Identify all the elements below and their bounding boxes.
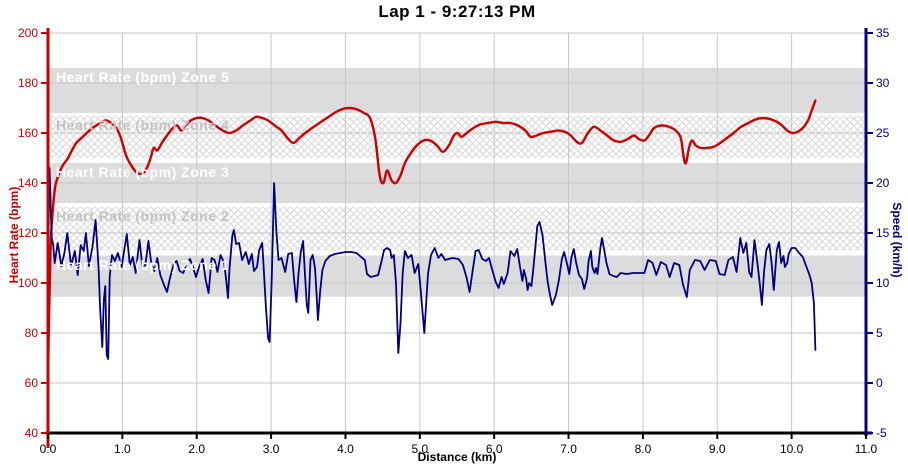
speed-tick-label: 20	[876, 176, 890, 190]
hr-tick-label: 140	[18, 176, 38, 190]
hr-zone-band-5	[48, 68, 866, 113]
speed-tick-label: 25	[876, 126, 890, 140]
speed-tick-label: 10	[876, 276, 890, 290]
hr-tick-label: 100	[18, 276, 38, 290]
speed-line	[47, 167, 817, 360]
distance-tick-label: 5.0	[411, 442, 428, 456]
hr-tick-label: 200	[18, 26, 38, 40]
speed-tick-label: 15	[876, 226, 890, 240]
speed-tick-label: -5	[876, 426, 887, 440]
distance-tick-label: 8.0	[635, 442, 652, 456]
speed-tick-label: 0	[876, 376, 883, 390]
hr-tick-label: 120	[18, 226, 38, 240]
distance-tick-label: 3.0	[263, 442, 280, 456]
distance-tick-label: 0.0	[40, 442, 57, 456]
speed-tick-label: 35	[876, 26, 890, 40]
distance-tick-label: 4.0	[337, 442, 354, 456]
distance-tick-label: 2.0	[188, 442, 205, 456]
distance-tick-label: 10.0	[780, 442, 804, 456]
speed-tick-label: 5	[876, 326, 883, 340]
distance-tick-label: 9.0	[709, 442, 726, 456]
hr-tick-label: 180	[18, 76, 38, 90]
distance-tick-label: 1.0	[114, 442, 131, 456]
hr-tick-label: 60	[25, 376, 39, 390]
distance-tick-label: 7.0	[560, 442, 577, 456]
hr-zone-band-4	[48, 115, 866, 158]
hr-tick-label: 80	[25, 326, 39, 340]
hr-tick-label: 40	[25, 426, 39, 440]
heart-rate-line	[46, 99, 817, 377]
heart-rate-axis-label: Heart Rate (bpm)	[7, 186, 21, 284]
chart-title: Lap 1 - 9:27:13 PM	[378, 2, 536, 21]
distance-tick-label: 11.0	[855, 442, 878, 456]
hr-zone-band-2	[48, 206, 866, 251]
hr-zone-band-1	[48, 255, 866, 297]
distance-axis-label: Distance (km)	[417, 450, 497, 464]
distance-tick-label: 6.0	[486, 442, 503, 456]
speed-axis-label: Speed (km/h)	[890, 202, 904, 278]
hr-tick-label: 160	[18, 126, 38, 140]
speed-tick-label: 30	[876, 76, 890, 90]
